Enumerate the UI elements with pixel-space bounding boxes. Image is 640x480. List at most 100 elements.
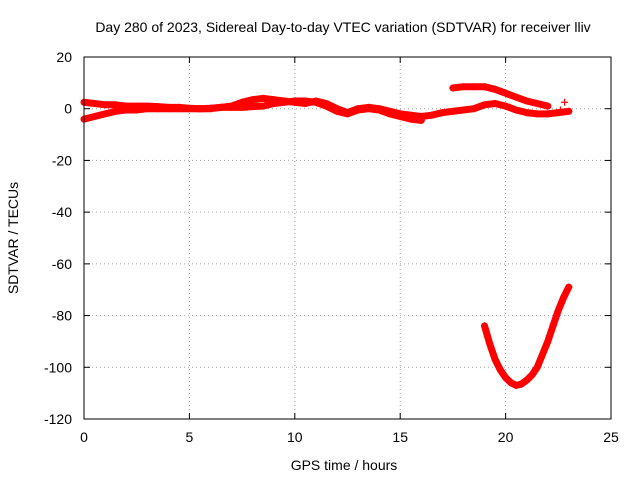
data-point xyxy=(196,105,204,113)
data-point xyxy=(486,340,494,348)
data-point xyxy=(101,110,109,118)
x-tick-label: 5 xyxy=(186,429,194,445)
x-tick-label: 15 xyxy=(392,429,408,445)
data-point xyxy=(365,105,373,113)
data-point xyxy=(533,100,541,108)
data-point xyxy=(112,101,120,109)
data-point xyxy=(112,107,120,115)
x-tick-label: 10 xyxy=(287,429,303,445)
data-point xyxy=(280,98,288,106)
x-axis-title: GPS time / hours xyxy=(291,457,398,473)
isolated-point xyxy=(561,98,569,106)
isolated-point xyxy=(556,106,564,114)
data-point xyxy=(228,103,236,111)
data-point xyxy=(417,112,425,120)
data-point xyxy=(560,293,568,301)
data-point xyxy=(344,110,351,118)
data-point xyxy=(407,112,415,120)
data-point xyxy=(502,89,510,97)
data-point xyxy=(238,103,246,111)
series-track-d xyxy=(481,283,573,389)
data-point xyxy=(523,97,531,105)
data-point xyxy=(512,381,520,389)
data-point xyxy=(459,106,467,114)
data-point xyxy=(143,105,151,113)
data-point xyxy=(333,107,341,115)
tick-label-layer: 0 5 10 15 20 25 20 0 -20 -40 -60 -80 -100 -120 xyxy=(44,49,619,445)
data-point xyxy=(470,83,478,91)
data-point xyxy=(185,105,193,113)
y-tick-label: 0 xyxy=(64,101,72,117)
data-point xyxy=(533,110,541,118)
data-point xyxy=(249,96,257,104)
data-point xyxy=(491,85,499,93)
data-point xyxy=(512,106,520,114)
data-point xyxy=(481,101,489,109)
data-point xyxy=(517,380,525,388)
data-point xyxy=(386,110,394,118)
data-point xyxy=(122,106,130,114)
data-point xyxy=(154,105,162,113)
data-point xyxy=(565,107,573,115)
y-axis-title: SDTVAR / TECUs xyxy=(5,182,21,294)
data-point xyxy=(164,105,172,113)
data-point xyxy=(491,100,499,108)
data-point xyxy=(512,93,520,101)
data-point xyxy=(502,102,510,110)
data-point xyxy=(259,102,267,110)
data-point xyxy=(291,97,299,105)
data-point xyxy=(91,112,99,120)
data-point xyxy=(544,102,552,110)
chart-title: Day 280 of 2023, Sidereal Day-to-day VTE… xyxy=(95,19,590,35)
data-point xyxy=(533,363,541,371)
data-point xyxy=(449,107,457,115)
data-point xyxy=(91,100,99,108)
data-point xyxy=(544,337,552,345)
data-point xyxy=(428,111,436,119)
series-band xyxy=(481,283,573,389)
data-point xyxy=(481,322,489,330)
y-tick-label: -60 xyxy=(52,256,72,272)
data-point xyxy=(396,112,404,120)
x-tick-label: 25 xyxy=(603,429,619,445)
series-band xyxy=(407,100,573,120)
x-tick-label: 20 xyxy=(498,429,514,445)
data-point xyxy=(217,103,225,111)
data-point xyxy=(206,104,214,112)
plot-frame xyxy=(83,56,612,420)
data-point xyxy=(470,105,478,113)
data-point xyxy=(523,376,531,384)
data-point xyxy=(375,106,383,114)
data-point xyxy=(481,83,489,91)
data-point xyxy=(523,109,531,117)
data-point xyxy=(549,322,557,330)
data-point xyxy=(507,379,515,387)
data-point xyxy=(438,109,446,117)
data-point xyxy=(491,356,499,364)
data-point xyxy=(133,106,141,114)
data-point xyxy=(496,366,504,374)
y-tick-label: -20 xyxy=(52,152,72,168)
series-track-b xyxy=(407,100,573,120)
data-point xyxy=(249,103,257,111)
y-tick-label: 20 xyxy=(56,49,72,65)
data-point xyxy=(502,374,510,382)
data-point xyxy=(459,83,467,91)
data-point xyxy=(538,350,546,358)
data-point xyxy=(528,371,536,379)
series-band xyxy=(449,83,552,110)
y-tick-label: -40 xyxy=(52,204,72,220)
data-point xyxy=(175,105,183,113)
data-point xyxy=(354,106,362,114)
data-point xyxy=(312,98,320,106)
data-point xyxy=(270,100,278,108)
data-point xyxy=(544,110,552,118)
x-tick-label: 0 xyxy=(80,429,88,445)
data-point xyxy=(301,97,309,105)
data-point xyxy=(322,102,330,110)
y-tick-label: -100 xyxy=(44,359,72,375)
data-point xyxy=(554,306,562,314)
data-point xyxy=(449,84,457,92)
data-layer xyxy=(80,83,573,389)
